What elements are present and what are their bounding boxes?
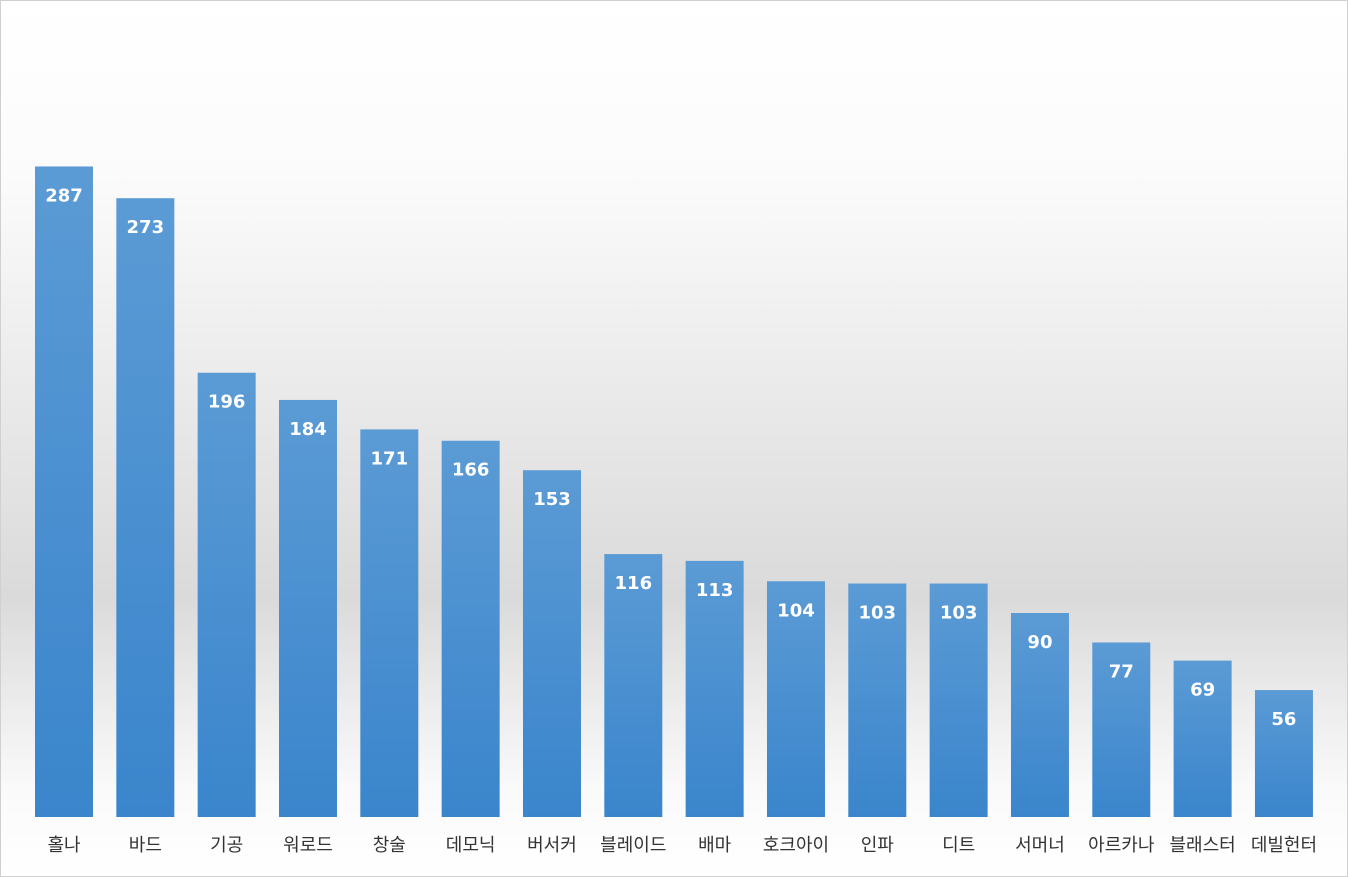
- value-label: 56: [1271, 709, 1296, 730]
- bar: [522, 470, 581, 817]
- bar: [360, 429, 419, 817]
- x-tick-label: 서머너: [1015, 835, 1065, 856]
- value-label: 116: [615, 573, 653, 594]
- x-tick-label: 창술: [373, 835, 406, 856]
- value-label: 69: [1190, 680, 1215, 701]
- value-label: 171: [371, 448, 409, 469]
- value-label: 287: [45, 185, 83, 206]
- value-label: 77: [1109, 661, 1134, 682]
- x-tick-label: 바드: [129, 835, 162, 856]
- x-tick-label: 아르카나: [1088, 835, 1154, 856]
- x-tick-label: 블래스터: [1169, 835, 1235, 856]
- bar: [441, 440, 500, 817]
- value-label: 103: [859, 603, 897, 624]
- value-label: 113: [696, 580, 734, 601]
- x-tick-label: 디트: [942, 835, 975, 856]
- bar: [1092, 642, 1151, 817]
- bar: [685, 560, 744, 817]
- bar: [604, 554, 663, 817]
- bar: [197, 372, 256, 817]
- value-label: 273: [127, 217, 165, 238]
- value-label: 90: [1027, 632, 1052, 653]
- bar: [116, 198, 175, 817]
- value-label: 166: [452, 460, 490, 481]
- x-tick-label: 인파: [861, 835, 895, 856]
- x-tick-label: 데모닉: [446, 835, 496, 856]
- x-tick-label: 배마: [698, 835, 732, 856]
- bar: [1254, 690, 1313, 817]
- x-tick-label: 버서커: [527, 835, 577, 856]
- bar: [848, 583, 907, 817]
- bar: [1173, 660, 1232, 817]
- bar: [278, 399, 337, 817]
- bar: [766, 581, 825, 817]
- x-tick-label: 데빌헌터: [1251, 835, 1317, 856]
- value-label: 153: [533, 489, 571, 510]
- x-tick-label: 홀나: [47, 835, 80, 856]
- bar: [35, 166, 93, 817]
- x-tick-label: 호크아이: [763, 835, 829, 856]
- value-label: 196: [208, 392, 246, 413]
- bar: [929, 583, 988, 817]
- value-label: 103: [940, 603, 978, 624]
- bar: [1010, 613, 1069, 817]
- x-tick-label: 기공: [210, 835, 243, 856]
- value-label: 184: [289, 419, 327, 440]
- x-tick-label: 워로드: [283, 835, 333, 856]
- x-tick-label: 블레이드: [600, 835, 666, 856]
- value-label: 104: [777, 600, 815, 621]
